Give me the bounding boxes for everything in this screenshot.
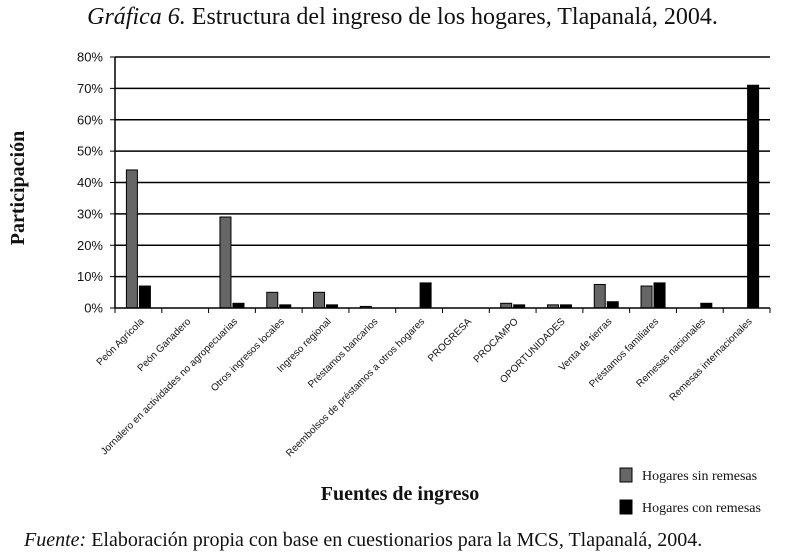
y-tick-label: 10% [77,269,103,284]
x-category-label: Peón Agrícola [95,316,147,368]
bar-con-remesas [606,301,619,309]
bar-con-remesas [653,282,666,309]
x-category-label: Remesas internacionales [668,316,755,403]
bar-sin-remesas [313,291,326,309]
x-category-label: PROGRESA [426,316,474,364]
y-tick-label: 50% [77,144,103,159]
bars [125,84,760,309]
x-axis-title: Fuentes de ingreso [321,483,480,505]
bar-con-remesas [419,282,432,309]
y-tick-label: 70% [77,81,103,96]
y-tick-label: 60% [77,112,103,127]
chart-title-text: Estructura del ingreso de los hogares, T… [191,4,718,30]
source-note: Fuente: Elaboración propia con base en c… [24,529,702,552]
bar-sin-remesas [219,216,232,309]
legend-label-con-remesas: Hogares con remesas [642,501,761,516]
y-tick-label: 30% [77,206,103,221]
y-tick-label: 0% [84,301,103,316]
y-tick-label: 80% [77,50,103,65]
chart-title-prefix: Gráfica 6. [87,4,186,30]
bar-con-remesas [747,84,760,309]
legend: Hogares sin remesas Hogares con remesas [619,467,761,516]
bar-sin-remesas [266,291,279,309]
gridlines [115,56,770,278]
legend-swatch-sin-remesas [619,467,633,483]
x-category-label: PROCAMPO [472,316,521,365]
bar-con-remesas [138,285,151,309]
bar-sin-remesas [125,169,138,309]
source-text: Elaboración propia con base en cuestiona… [91,529,703,551]
legend-swatch-con-remesas [619,499,633,515]
y-axis-title: Participación [7,131,29,245]
y-tick-label: 40% [77,175,103,190]
bar-sin-remesas [593,283,606,309]
y-axis-ticks: 0% 10% 20% 30% 40% 50% 60% 70% 80% [77,50,115,316]
legend-label-sin-remesas: Hogares sin remesas [642,469,757,484]
y-tick-label: 20% [77,238,103,253]
source-prefix: Fuente: [24,529,87,551]
bar-sin-remesas [640,285,653,309]
chart-title: Gráfica 6. Estructura del ingreso de los… [0,4,805,31]
